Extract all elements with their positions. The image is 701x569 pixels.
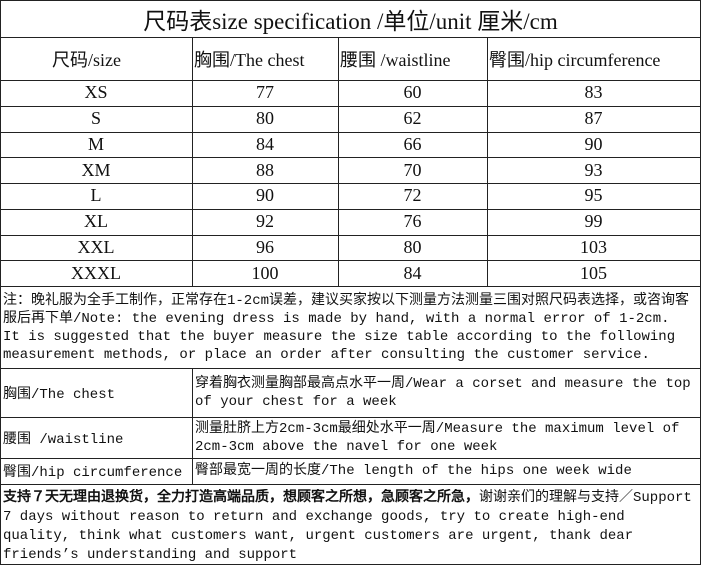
footer-emphasis: 支持７天无理由退换货，全力打造高端品质，想顾客之所想，急顾客之所急， (3, 490, 479, 506)
measure-label: 胸围/The chest (3, 386, 116, 403)
rule (0, 234, 701, 236)
measurement-cell: 95 (584, 185, 603, 206)
measurement-cell: 60 (403, 82, 422, 103)
measurement-cell: 70 (403, 159, 422, 180)
measurement-cell: 62 (403, 108, 422, 129)
footer-text: 谢谢亲们的理解与支持／Support 7 days without reason… (3, 490, 692, 563)
rule (0, 157, 701, 159)
rule (0, 484, 701, 485)
size-cell: XXXL (71, 262, 121, 283)
measurement-cell: 90 (584, 133, 603, 154)
measurement-cell: 99 (584, 211, 603, 232)
size-cell: XS (84, 82, 108, 103)
rule (0, 80, 701, 81)
measurement-cell: 88 (256, 159, 274, 180)
measure-label: 臀围/hip circumference (3, 465, 183, 481)
rule (0, 208, 701, 210)
rule (338, 37, 339, 286)
measurement-cell: 84 (256, 133, 274, 154)
rule (0, 183, 701, 184)
column-header: 胸围/The chest (194, 49, 305, 70)
measurement-cell: 92 (256, 211, 274, 232)
rule (192, 368, 193, 484)
size-cell: M (87, 133, 104, 154)
measurement-cell: 83 (584, 82, 603, 103)
measurement-cell: 105 (580, 262, 607, 283)
measurement-cell: 84 (403, 262, 422, 283)
rule (192, 37, 193, 286)
measure-method: 臀部最宽一周的长度/The length of the hips one wee… (195, 463, 632, 479)
measure-method: 测量肚脐上方2cm-3cm最细处水平一周/Measure the maximum… (195, 420, 680, 455)
measure-label: 腰围 /waistline (3, 431, 124, 448)
size-cell: XL (84, 211, 108, 232)
rule (0, 0, 701, 1)
footer: 支持７天无理由退换货，全力打造高端品质，想顾客之所想，急顾客之所急，谢谢亲们的理… (0, 489, 700, 569)
measurement-cell: 100 (251, 262, 279, 283)
size-cell: L (90, 185, 102, 206)
measurement-cell: 76 (403, 211, 422, 232)
measurement-cell: 87 (584, 108, 603, 129)
measurement-cell: 96 (256, 236, 274, 257)
rule (0, 368, 701, 369)
measurement-cell: 77 (256, 82, 274, 103)
size-cell: XM (81, 159, 111, 180)
rule (0, 286, 701, 287)
rule (0, 260, 701, 262)
measurement-cell: 90 (256, 185, 274, 206)
column-header: 臀围/hip circumference (489, 49, 661, 70)
rule (487, 37, 488, 286)
rule (0, 458, 701, 459)
measurement-cell: 103 (580, 236, 607, 257)
measurement-cell: 66 (403, 133, 422, 154)
measurement-cell: 80 (403, 236, 422, 257)
rule (0, 0, 1, 565)
rule (0, 131, 701, 133)
rule (0, 37, 701, 38)
rule (0, 105, 701, 107)
column-header: 尺码/size (52, 49, 121, 70)
size-cell: XXL (77, 236, 115, 257)
column-header: 腰围 /waistline (340, 49, 451, 70)
note: 注：晚礼服为全手工制作，正常存在1-2cm误差，建议买家按以下测量方法测量三围对… (3, 293, 690, 363)
measurement-cell: 72 (403, 185, 422, 206)
title: 尺码表size specification /单位/unit 厘米/cm (143, 8, 558, 34)
measurement-cell: 93 (584, 159, 603, 180)
rule (0, 417, 701, 418)
size-cell: S (90, 108, 101, 129)
measure-method: 穿着胸衣测量胸部最高点水平一周/Wear a corset and measur… (195, 375, 691, 410)
measurement-cell: 80 (256, 108, 274, 129)
